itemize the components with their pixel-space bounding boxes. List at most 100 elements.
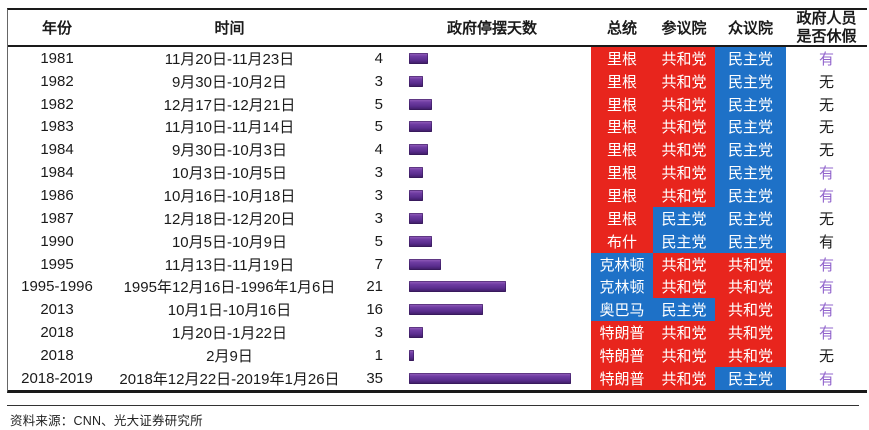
days-value: 3: [374, 72, 383, 90]
president-cell: 布什: [591, 229, 653, 253]
furlough-cell: 无: [818, 119, 834, 137]
furlough-cell: 无: [818, 347, 834, 365]
days-value: 4: [374, 49, 383, 67]
table-row: 1984 9月30日-10月3日 4 里根 共和党 民主党 无: [8, 138, 867, 162]
shutdown-days-bar: [409, 98, 433, 110]
days-value: 16: [366, 301, 383, 319]
furlough-cell: 有: [818, 302, 834, 320]
house-cell: 民主党: [715, 115, 786, 139]
house-cell: 共和党: [715, 252, 786, 276]
table-row: 1995-1996 1995年12月16日-1996年1月6日 21 克林顿 共…: [8, 275, 867, 299]
shutdown-days-bar: [409, 75, 423, 87]
house-cell: 共和党: [715, 298, 786, 322]
senate-cell: 共和党: [653, 138, 715, 162]
period-cell: 9月30日-10月2日: [171, 73, 288, 91]
days-value: 5: [374, 118, 383, 136]
house-cell: 共和党: [715, 275, 786, 299]
president-cell: 里根: [591, 206, 653, 230]
days-value: 3: [374, 164, 383, 182]
table-row: 1981 11月20日-11月23日 4 里根 共和党 民主党 有: [8, 47, 867, 70]
senate-cell: 共和党: [653, 115, 715, 139]
furlough-cell: 无: [818, 96, 834, 114]
days-bar-cell: [385, 275, 591, 298]
days-value: 3: [374, 186, 383, 204]
days-bar-cell: [385, 230, 591, 253]
shutdown-days-bar: [409, 327, 423, 339]
president-cell: 特朗普: [591, 321, 653, 344]
footer-divider: [7, 405, 859, 406]
period-cell: 11月20日-11月23日: [164, 50, 295, 68]
header-president: 总统: [606, 20, 637, 37]
year-cell: 1984: [40, 164, 74, 182]
shutdown-days-bar: [409, 189, 423, 201]
president-cell: 里根: [591, 115, 653, 139]
header-year: 年份: [41, 20, 72, 37]
house-cell: 民主党: [715, 161, 786, 185]
year-cell: 1982: [40, 72, 74, 90]
year-cell: 2018: [40, 324, 74, 342]
period-cell: 11月10日-11月14日: [164, 119, 295, 137]
days-bar-cell: [385, 184, 591, 207]
period-cell: 10月5日-10月9日: [171, 233, 288, 251]
period-cell: 12月17日-12月21日: [163, 96, 296, 114]
shutdown-days-bar: [409, 349, 414, 361]
president-cell: 里根: [591, 161, 653, 185]
senate-cell: 共和党: [653, 161, 715, 185]
furlough-cell: 有: [818, 233, 834, 251]
shutdown-days-bar: [409, 52, 428, 64]
senate-cell: 共和党: [653, 47, 715, 70]
header-house: 众议院: [727, 20, 773, 37]
furlough-cell: 无: [818, 142, 834, 160]
days-bar-cell: [385, 298, 591, 321]
furlough-cell: 无: [818, 73, 834, 91]
table-header-row: 年份 时间 政府停摆天数 总统 参议院 众议院 政府人员 是否休假: [8, 10, 867, 47]
days-bar-cell: [385, 344, 591, 367]
days-value: 4: [374, 141, 383, 159]
shutdown-days-bar: [409, 304, 484, 316]
house-cell: 民主党: [715, 206, 786, 230]
furlough-cell: 有: [818, 325, 834, 343]
period-cell: 12月18日-12月20日: [163, 210, 296, 228]
table-row: 2018 2月9日 1 特朗普 共和党 共和党 无: [8, 343, 867, 367]
furlough-cell: 有: [818, 370, 834, 388]
days-bar-cell: [385, 47, 591, 70]
senate-cell: 共和党: [653, 275, 715, 299]
senate-cell: 民主党: [653, 206, 715, 230]
year-cell: 2018-2019: [21, 369, 93, 387]
days-bar-cell: [385, 253, 591, 276]
year-cell: 1990: [40, 232, 74, 250]
year-cell: 1986: [40, 186, 74, 204]
year-cell: 1982: [40, 95, 74, 113]
president-cell: 奥巴马: [591, 298, 653, 322]
house-cell: 民主党: [715, 69, 786, 93]
furlough-cell: 有: [818, 279, 834, 297]
header-staff-furlough-line2: 是否休假: [796, 27, 857, 45]
header-time: 时间: [214, 20, 245, 37]
senate-cell: 共和党: [653, 366, 715, 390]
year-cell: 2018: [40, 346, 74, 364]
table-row: 1982 12月17日-12月21日 5 里根 共和党 民主党 无: [8, 92, 867, 116]
president-cell: 克林顿: [591, 275, 653, 299]
senate-cell: 共和党: [653, 252, 715, 276]
header-staff-furlough: 政府人员 是否休假: [786, 10, 867, 45]
president-cell: 特朗普: [591, 366, 653, 390]
days-bar-cell: [385, 207, 591, 230]
period-cell: 9月30日-10月3日: [171, 142, 288, 160]
furlough-cell: 无: [818, 210, 834, 228]
period-cell: 10月16日-10月18日: [163, 187, 296, 205]
president-cell: 里根: [591, 69, 653, 93]
period-cell: 11月13日-11月19日: [164, 256, 295, 274]
president-cell: 里根: [591, 47, 653, 70]
shutdown-days-bar: [409, 281, 507, 293]
days-value: 3: [374, 209, 383, 227]
furlough-cell: 有: [818, 256, 834, 274]
table-row: 2013 10月1日-10月16日 16 奥巴马 民主党 共和党 有: [8, 298, 867, 322]
source-note: 资料来源：CNN、光大证券研究所: [10, 414, 203, 428]
days-bar-cell: [385, 321, 591, 344]
shutdown-days-bar: [409, 235, 433, 247]
days-value: 3: [374, 324, 383, 342]
table-row: 1987 12月18日-12月20日 3 里根 民主党 民主党 无: [8, 206, 867, 230]
table-row: 1984 10月3日-10月5日 3 里根 共和党 民主党 有: [8, 161, 867, 185]
year-cell: 1983: [40, 118, 74, 136]
